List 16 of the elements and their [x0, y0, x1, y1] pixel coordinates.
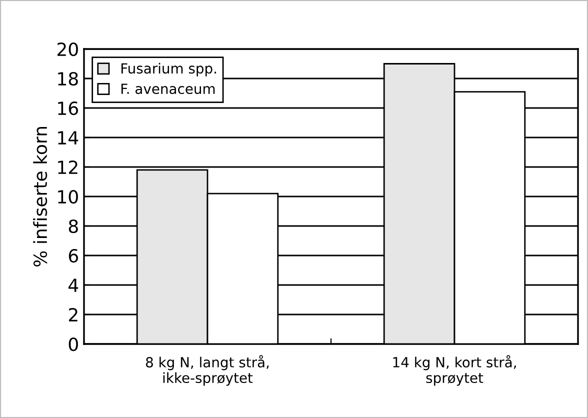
y-axis-title: % infiserte korn — [33, 127, 48, 266]
y-tick-label: 10 — [58, 190, 78, 204]
x-tick-label: 8 kg N, langt strå, ikke-sprøytet — [146, 355, 269, 386]
y-tick-label: 2 — [68, 308, 78, 322]
legend-label: Fusarium spp. — [121, 62, 216, 76]
y-tick-label: 12 — [58, 160, 78, 174]
y-tick-label: 0 — [68, 337, 78, 352]
x-tick-label: 14 kg N, kort strå, sprøytet — [393, 355, 516, 386]
y-tick-label: 18 — [58, 72, 78, 86]
legend-label: F. avenaceum — [121, 84, 215, 94]
y-tick-label: 16 — [58, 101, 78, 116]
y-tick-label: 14 — [58, 131, 78, 144]
y-tick-label: 4 — [68, 278, 78, 292]
y-tick-label: 6 — [68, 248, 78, 263]
y-tick-label: 8 — [68, 219, 78, 234]
y-tick-label: 20 — [57, 42, 78, 56]
